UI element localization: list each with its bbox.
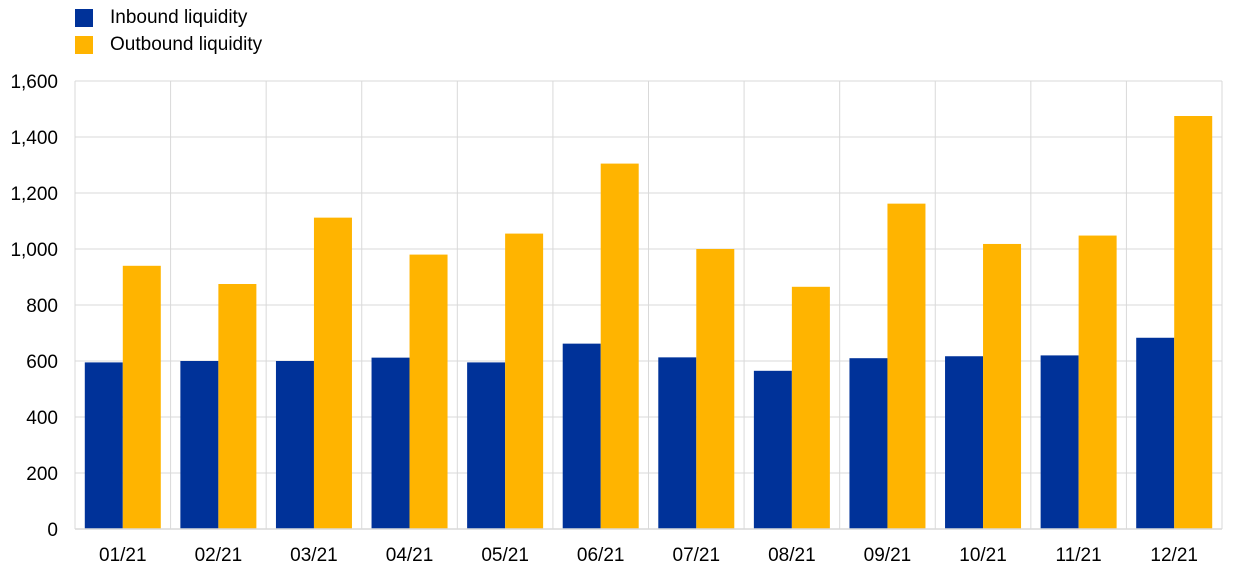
bar-outbound bbox=[600, 163, 639, 529]
legend-item-outbound: Outbound liquidity bbox=[75, 31, 262, 58]
y-tick-label: 600 bbox=[26, 352, 58, 373]
y-tick-label: 0 bbox=[47, 520, 58, 541]
x-tick-label: 01/21 bbox=[99, 545, 147, 566]
x-tick-label: 08/21 bbox=[768, 545, 816, 566]
y-tick-label: 200 bbox=[26, 464, 58, 485]
bar-outbound bbox=[1078, 235, 1117, 529]
bar-outbound bbox=[887, 203, 926, 529]
y-tick-label: 1,200 bbox=[10, 184, 58, 205]
bar-outbound bbox=[505, 233, 544, 529]
x-tick-label: 12/21 bbox=[1150, 545, 1198, 566]
bar-outbound bbox=[791, 286, 830, 529]
bar-outbound bbox=[1174, 116, 1213, 529]
bar-outbound bbox=[409, 254, 448, 529]
bar-inbound bbox=[84, 362, 123, 529]
legend-swatch-inbound bbox=[75, 8, 93, 27]
bar-inbound bbox=[467, 362, 506, 529]
bar-inbound bbox=[849, 358, 888, 529]
legend-label-outbound: Outbound liquidity bbox=[110, 33, 263, 55]
legend: Inbound liquidity Outbound liquidity bbox=[75, 4, 262, 58]
y-tick-label: 1,000 bbox=[10, 240, 58, 261]
grid-layer bbox=[74, 80, 1223, 529]
bar-inbound bbox=[562, 343, 601, 529]
axis-layer: 0 200 400 600 800 1,000 1,200 1,400 1,600 01/21 02… bbox=[10, 72, 1222, 566]
bar-outbound bbox=[983, 243, 1022, 529]
bar-outbound bbox=[696, 249, 735, 529]
bar-inbound bbox=[1040, 355, 1079, 529]
bar-outbound bbox=[313, 217, 352, 529]
y-tick-label: 800 bbox=[26, 296, 58, 317]
bar-outbound bbox=[218, 284, 257, 529]
x-tick-label: 06/21 bbox=[577, 545, 625, 566]
bars-layer bbox=[84, 116, 1213, 529]
bar-inbound bbox=[1136, 337, 1175, 529]
y-tick-label: 1,600 bbox=[10, 72, 58, 93]
y-tick-label: 400 bbox=[26, 408, 58, 429]
bar-inbound bbox=[658, 357, 697, 529]
legend-item-inbound: Inbound liquidity bbox=[75, 4, 262, 31]
legend-label-inbound: Inbound liquidity bbox=[110, 6, 248, 28]
x-tick-label: 07/21 bbox=[673, 545, 721, 566]
x-tick-label: 10/21 bbox=[959, 545, 1007, 566]
bar-outbound bbox=[122, 265, 161, 529]
x-tick-label: 03/21 bbox=[290, 545, 338, 566]
bar-inbound bbox=[945, 356, 984, 529]
x-tick-label: 02/21 bbox=[195, 545, 243, 566]
bar-inbound bbox=[371, 357, 410, 529]
x-tick-label: 04/21 bbox=[386, 545, 434, 566]
bar-inbound bbox=[275, 361, 314, 529]
bar-inbound bbox=[753, 370, 792, 529]
y-tick-label: 1,400 bbox=[10, 128, 58, 149]
x-tick-label: 11/21 bbox=[1056, 545, 1102, 566]
bar-inbound bbox=[180, 361, 219, 529]
x-tick-label: 05/21 bbox=[481, 545, 529, 566]
legend-swatch-outbound bbox=[75, 35, 93, 54]
x-tick-label: 09/21 bbox=[864, 545, 912, 566]
